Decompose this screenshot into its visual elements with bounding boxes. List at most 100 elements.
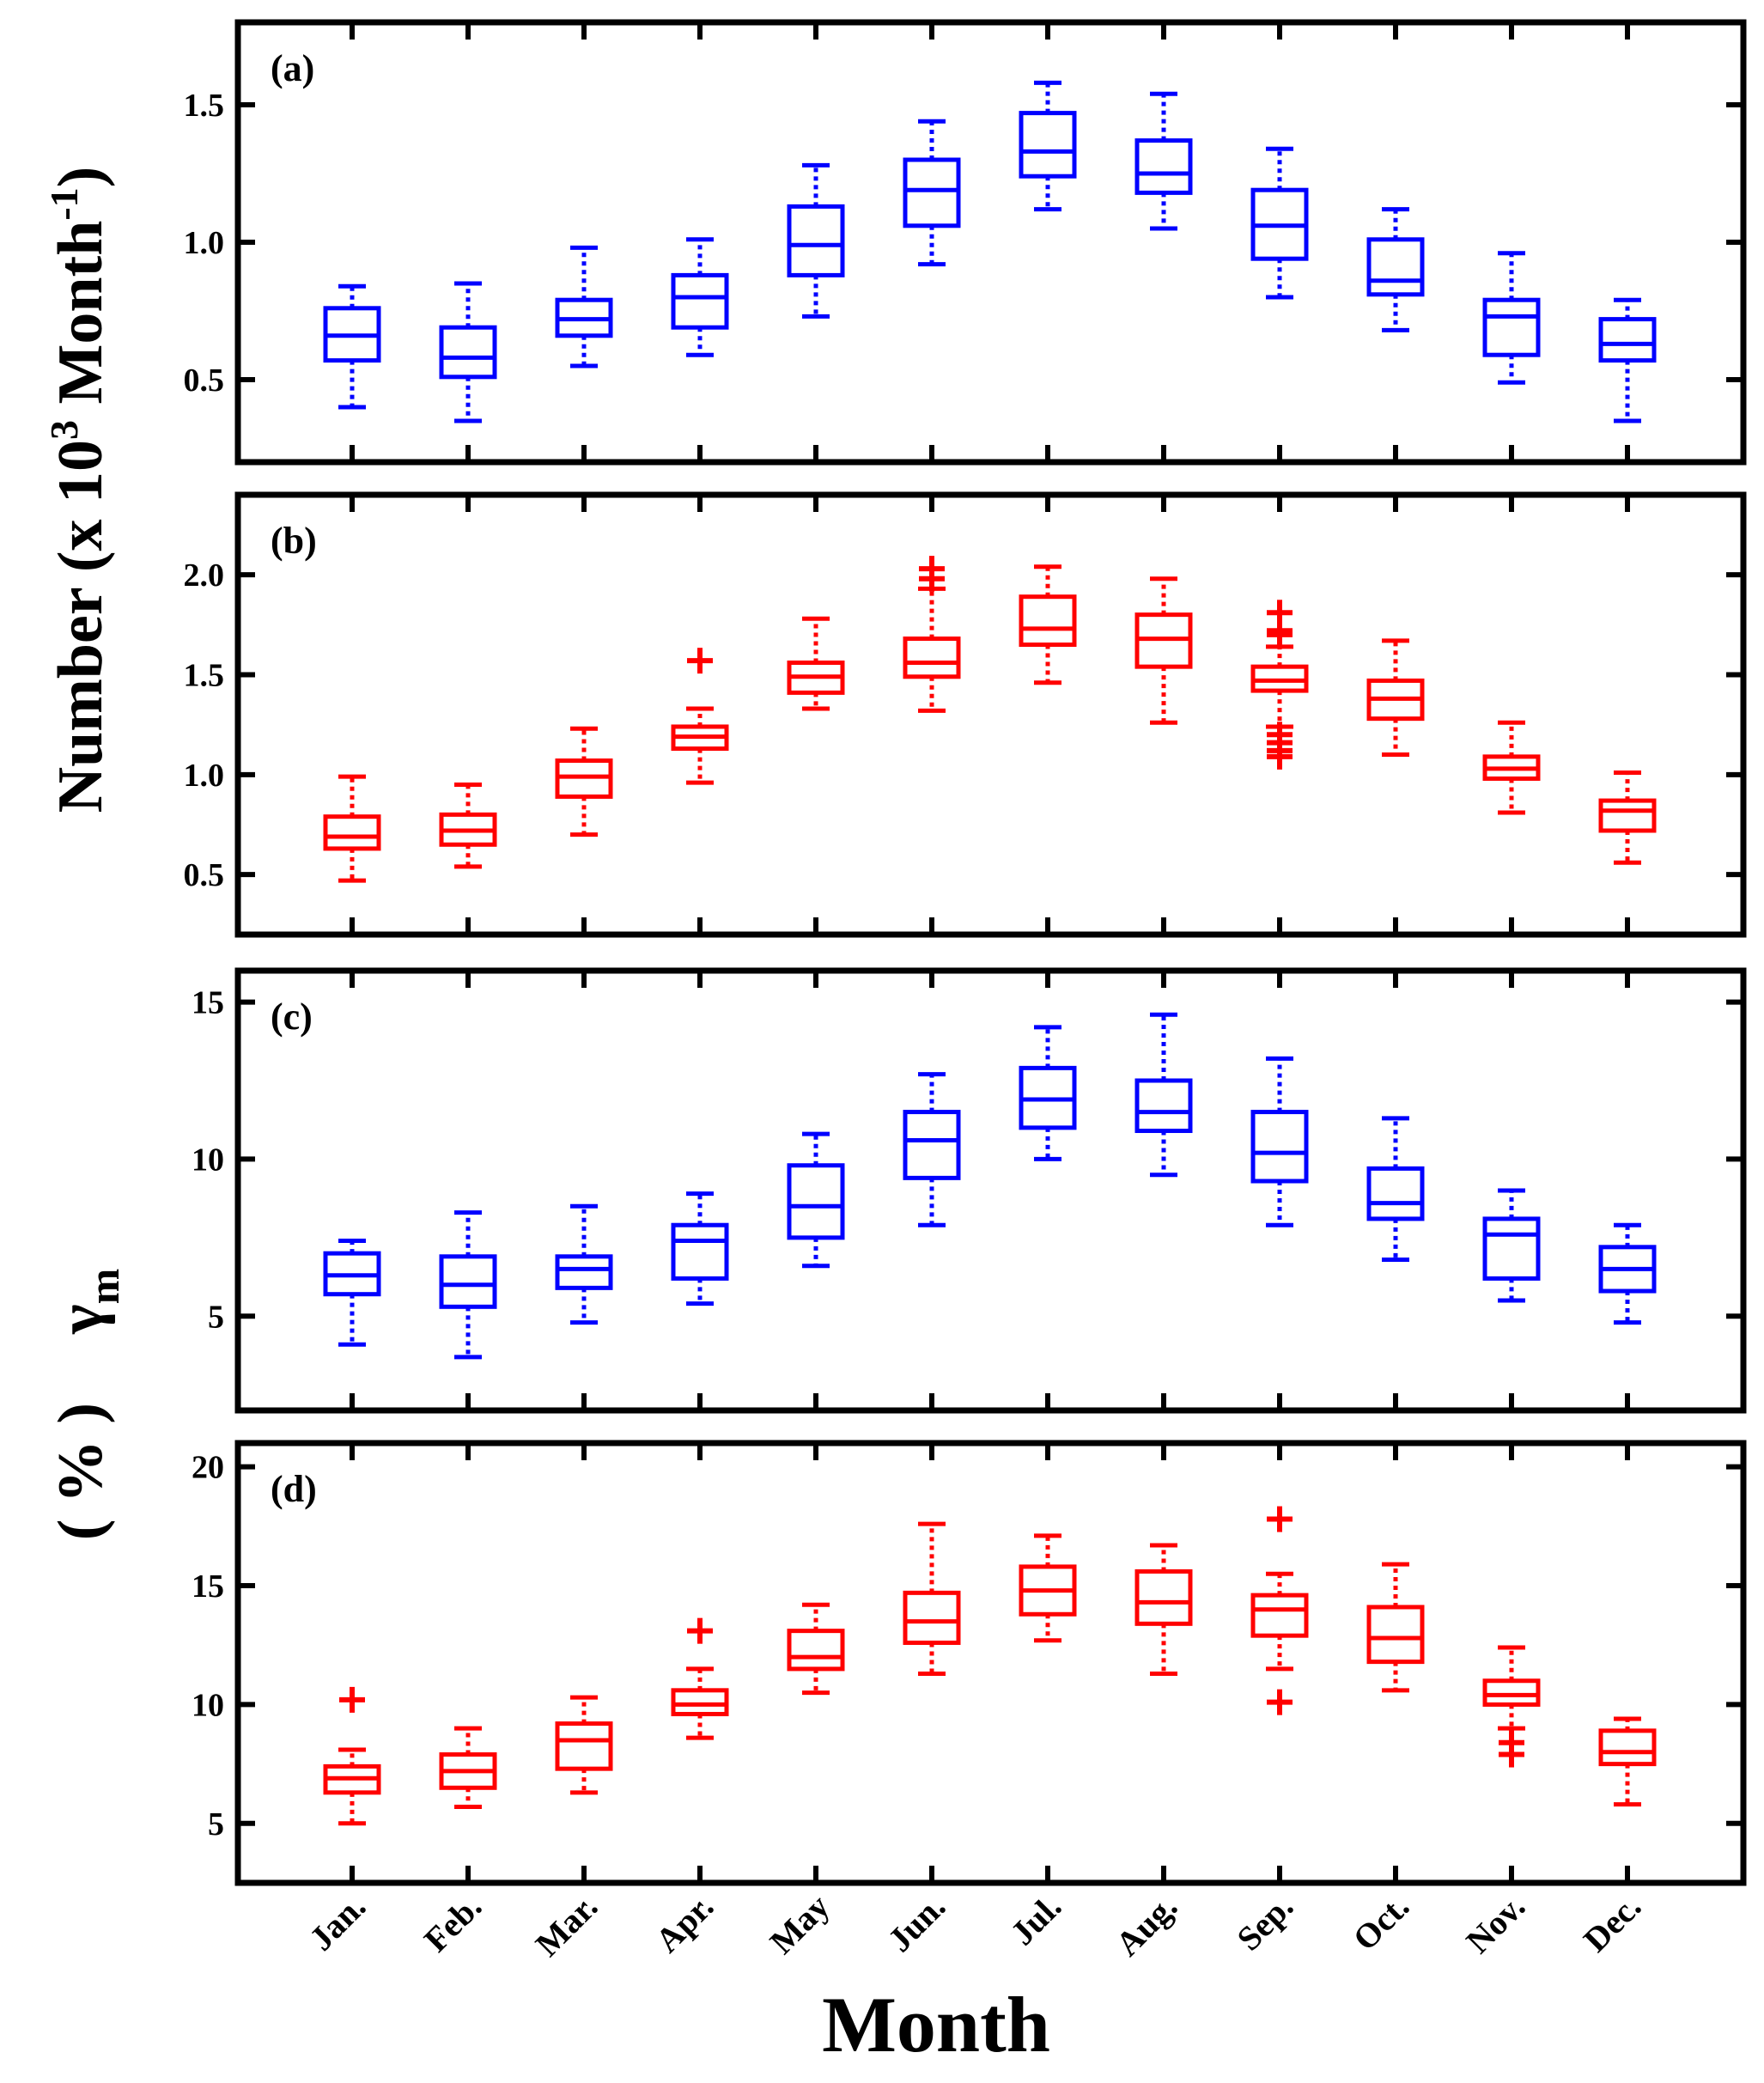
x-tick-label: Feb.: [417, 1887, 489, 1959]
y-tick-label: 1.0: [184, 225, 225, 261]
y-tick-label: 20: [192, 1450, 224, 1486]
iqr-box: [439, 1254, 497, 1309]
iqr-box: [1250, 1110, 1309, 1184]
iqr-box: [903, 157, 961, 228]
y-tick-label: 1.0: [184, 758, 225, 794]
box-jan: [323, 283, 381, 410]
x-tick-label: Sep.: [1229, 1887, 1300, 1958]
y-tick-label: 10: [192, 1142, 224, 1178]
panel-1: 0.5 1.0 1.5 (a): [184, 19, 1747, 466]
y-tick-label: 2.0: [184, 557, 225, 594]
iqr-box: [555, 1721, 613, 1771]
iqr-box: [1598, 798, 1657, 833]
y-tick-label: 0.5: [184, 362, 225, 399]
box-apr: [671, 1191, 729, 1306]
box-feb: [439, 782, 497, 869]
y-tick-label: 10: [192, 1687, 224, 1723]
iqr-box: [671, 1688, 729, 1717]
panel-label: (d): [271, 1468, 317, 1510]
box-feb: [439, 1726, 497, 1809]
iqr-box: [555, 1254, 613, 1290]
plot-frame: [234, 1440, 1747, 1886]
iqr-box: [787, 204, 845, 277]
y-tick-label: 15: [192, 985, 224, 1021]
box-jun: [903, 556, 961, 713]
box-may: [787, 1131, 845, 1269]
box-jul: [1019, 564, 1077, 685]
panel-label: (b): [271, 520, 317, 562]
iqr-box: [1134, 1568, 1193, 1626]
iqr-box: [903, 1110, 961, 1180]
box-dec: [1598, 770, 1657, 865]
iqr-box: [671, 272, 729, 330]
panel-label: (a): [271, 47, 314, 89]
box-jun: [903, 1072, 961, 1227]
iqr-box: [903, 1590, 961, 1645]
y-tick-label: 1.5: [184, 657, 225, 693]
panels: 0.5 1.0 1.5 (a) 0.5 1.0 1.5 2.0 (b) 5 10 15 (c) 5 10 15…: [184, 19, 1747, 1964]
box-nov: [1482, 1188, 1541, 1303]
box-nov: [1482, 1645, 1541, 1768]
iqr-box: [1482, 297, 1541, 357]
box-mar: [555, 245, 613, 368]
iqr-box: [1366, 1605, 1425, 1665]
x-tick-label: Dec.: [1576, 1887, 1648, 1959]
iqr-box: [1482, 1216, 1541, 1281]
box-may: [787, 1602, 845, 1696]
x-tick-label: Apr.: [648, 1887, 721, 1960]
y-axis-title-number: Number (x 103 Month-1): [42, 167, 116, 813]
box-may: [787, 162, 845, 319]
box-oct: [1366, 1562, 1425, 1693]
iqr-box: [903, 636, 961, 679]
iqr-box: [787, 1163, 845, 1240]
panel-3: 5 10 15 (c): [192, 967, 1747, 1414]
panel-4: 5 10 15 20 (d): [192, 1440, 1747, 1886]
iqr-box: [1134, 1078, 1193, 1134]
box-jul: [1019, 1533, 1077, 1643]
box-sep: [1250, 600, 1309, 770]
y-tick-label: 1.5: [184, 88, 225, 124]
box-dec: [1598, 1222, 1657, 1325]
box-oct: [1366, 207, 1425, 332]
iqr-box: [1366, 1166, 1425, 1221]
iqr-box: [1598, 1728, 1657, 1767]
x-tick-label: Aug.: [1108, 1887, 1184, 1964]
iqr-box: [1019, 111, 1077, 179]
y-tick-label: 5: [208, 1299, 224, 1335]
y-tick-label: 5: [208, 1806, 224, 1842]
box-dec: [1598, 1716, 1657, 1807]
iqr-box: [1134, 138, 1193, 195]
iqr-box: [323, 814, 381, 851]
box-jan: [323, 1686, 381, 1826]
x-category-labels: Jan. Feb. Mar. Apr. May Jun. Jul. Aug. Sep. Oct. N…: [301, 1887, 1648, 1964]
box-jul: [1019, 1025, 1077, 1161]
box-jan: [323, 1239, 381, 1347]
x-tick-label: Jul.: [1003, 1887, 1069, 1953]
plot-frame: [234, 19, 1747, 466]
x-tick-label: Jun.: [880, 1887, 952, 1959]
box-mar: [555, 1203, 613, 1325]
iqr-box: [787, 1629, 845, 1672]
box-oct: [1366, 638, 1425, 758]
plot-frame: [234, 491, 1747, 938]
box-jan: [323, 774, 381, 883]
iqr-box: [671, 1222, 729, 1281]
panel-label: (c): [271, 996, 313, 1038]
box-mar: [555, 726, 613, 837]
box-jul: [1019, 80, 1077, 212]
box-dec: [1598, 297, 1657, 423]
x-tick-label: Mar.: [528, 1887, 605, 1964]
x-tick-label: May: [763, 1887, 837, 1962]
box-apr: [671, 237, 729, 357]
x-tick-label: Nov.: [1458, 1887, 1532, 1961]
iqr-box: [1366, 237, 1425, 297]
box-aug: [1134, 1543, 1193, 1676]
box-sep: [1250, 146, 1309, 300]
box-jun: [903, 1521, 961, 1676]
box-aug: [1134, 91, 1193, 231]
iqr-box: [439, 325, 497, 380]
box-sep: [1250, 1056, 1309, 1227]
box-aug: [1134, 576, 1193, 725]
panel-2: 0.5 1.0 1.5 2.0 (b): [184, 491, 1747, 938]
